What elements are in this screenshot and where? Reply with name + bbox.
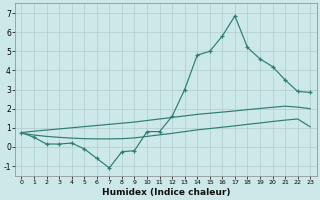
X-axis label: Humidex (Indice chaleur): Humidex (Indice chaleur) [101,188,230,197]
